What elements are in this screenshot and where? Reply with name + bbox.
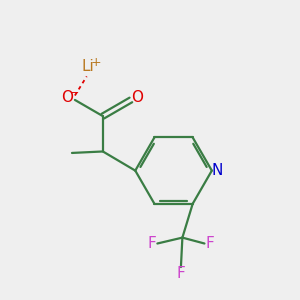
Text: N: N: [212, 163, 223, 178]
Text: F: F: [176, 266, 185, 281]
Text: O: O: [61, 90, 74, 105]
Text: O: O: [131, 90, 143, 105]
Text: Li: Li: [82, 59, 94, 74]
Text: F: F: [147, 236, 156, 251]
Text: −: −: [69, 88, 79, 98]
Text: +: +: [91, 56, 102, 69]
Text: F: F: [206, 236, 215, 251]
